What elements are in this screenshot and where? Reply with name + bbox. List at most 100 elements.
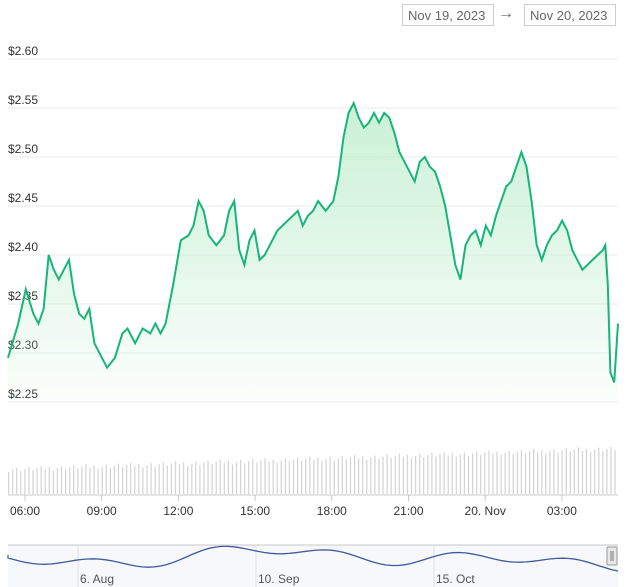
volume-bar: [504, 452, 506, 494]
volume-bar: [476, 451, 478, 494]
range-to-input[interactable]: Nov 20, 2023: [524, 4, 616, 26]
volume-bar: [565, 448, 567, 494]
volume-bar: [537, 452, 539, 494]
volume-bar: [276, 462, 278, 494]
volume-bar: [150, 463, 152, 494]
volume-bar: [89, 467, 91, 494]
volume-bar: [272, 459, 274, 494]
volume-bar: [435, 456, 437, 494]
volume-bar: [256, 462, 258, 494]
volume-bar: [594, 449, 596, 494]
volume-bar: [146, 465, 148, 494]
volume-bar: [427, 455, 429, 494]
volume-bar: [20, 471, 22, 494]
x-tick-label: 21:00: [393, 504, 423, 518]
volume-bar: [85, 464, 87, 494]
x-tick-label: 20. Nov: [465, 504, 506, 518]
volume-bar: [252, 459, 254, 494]
navigator-line: [7, 545, 619, 572]
x-tick-label: 12:00: [163, 504, 193, 518]
volume-bar: [459, 454, 461, 494]
volume-bar: [122, 467, 124, 494]
volume-bar: [337, 458, 339, 494]
x-tick-label: 03:00: [547, 504, 577, 518]
volume-bar: [443, 452, 445, 494]
volume-bar: [402, 456, 404, 494]
x-tick-label: 15:00: [240, 504, 270, 518]
volume-bar: [65, 469, 67, 494]
volume-bar: [231, 464, 234, 494]
x-axis: 06:00 09:00 12:00 15:00 18:00 21:00 20. Nov 03:…: [10, 495, 577, 518]
volume-bar: [166, 465, 168, 494]
volume-bar: [178, 464, 181, 494]
volume-bars: [8, 446, 616, 494]
volume-bar: [581, 450, 584, 494]
volume-bar: [614, 450, 616, 494]
volume-bar: [496, 451, 498, 494]
volume-bar: [309, 456, 311, 494]
volume-bar: [484, 452, 486, 494]
volume-bar: [292, 459, 295, 494]
volume-bar: [199, 464, 201, 494]
volume-bar: [394, 455, 396, 494]
volume-bar: [447, 455, 449, 494]
volume-bar: [390, 457, 392, 494]
volume-bar: [191, 463, 193, 494]
volume-bar: [130, 462, 132, 494]
volume-bar: [366, 459, 368, 494]
volume-bar: [349, 457, 352, 494]
volume-bar: [305, 458, 307, 494]
volume-bar: [301, 460, 303, 494]
volume-bar: [500, 455, 502, 494]
navigator-tick-label: 15. Oct: [436, 572, 475, 586]
volume-bar: [472, 453, 474, 494]
navigator-handle[interactable]: [606, 546, 618, 566]
volume-bar: [60, 466, 63, 494]
volume-bar: [341, 456, 343, 494]
volume-bar: [313, 460, 315, 494]
navigator[interactable]: 6. Aug 10. Sep 15. Oct: [7, 544, 619, 587]
volume-bar: [606, 448, 608, 494]
volume-bar: [48, 467, 50, 494]
volume-bar: [569, 451, 571, 494]
volume-bar: [508, 450, 510, 494]
volume-bar: [105, 464, 107, 494]
volume-bar: [533, 448, 535, 494]
volume-bar: [142, 467, 144, 494]
volume-bar: [455, 456, 457, 494]
navigator-background: [8, 545, 618, 587]
volume-bar: [32, 470, 34, 494]
volume-bar: [321, 461, 323, 494]
volume-bar: [590, 452, 592, 494]
volume-bar: [488, 450, 490, 494]
volume-bar: [329, 456, 331, 494]
y-tick-label: $2.50: [8, 142, 38, 156]
volume-bar: [240, 460, 242, 494]
volume-bar: [40, 465, 42, 494]
volume-bar: [187, 465, 189, 494]
volume-bar: [467, 455, 470, 494]
volume-bar: [557, 452, 559, 494]
volume-bar: [36, 468, 38, 494]
volume-bar: [81, 466, 83, 494]
range-from-input[interactable]: Nov 19, 2023: [402, 4, 494, 26]
volume-bar: [512, 454, 514, 494]
volume-bar: [378, 458, 380, 494]
range-arrow-icon: →: [498, 5, 514, 22]
volume-bar: [44, 469, 46, 494]
volume-bar: [117, 463, 120, 494]
volume-bar: [288, 461, 290, 494]
volume-bar: [561, 450, 563, 494]
volume-bar: [553, 449, 555, 494]
volume-bar: [211, 464, 213, 494]
volume-bar: [317, 457, 319, 494]
y-tick-label: $2.60: [8, 44, 38, 58]
volume-bar: [56, 468, 58, 494]
volume-bar: [280, 460, 282, 494]
volume-bar: [541, 450, 543, 494]
volume-bar: [101, 466, 103, 494]
volume-bar: [223, 463, 225, 494]
volume-bar: [69, 467, 71, 494]
y-tick-label: $2.40: [8, 240, 38, 254]
